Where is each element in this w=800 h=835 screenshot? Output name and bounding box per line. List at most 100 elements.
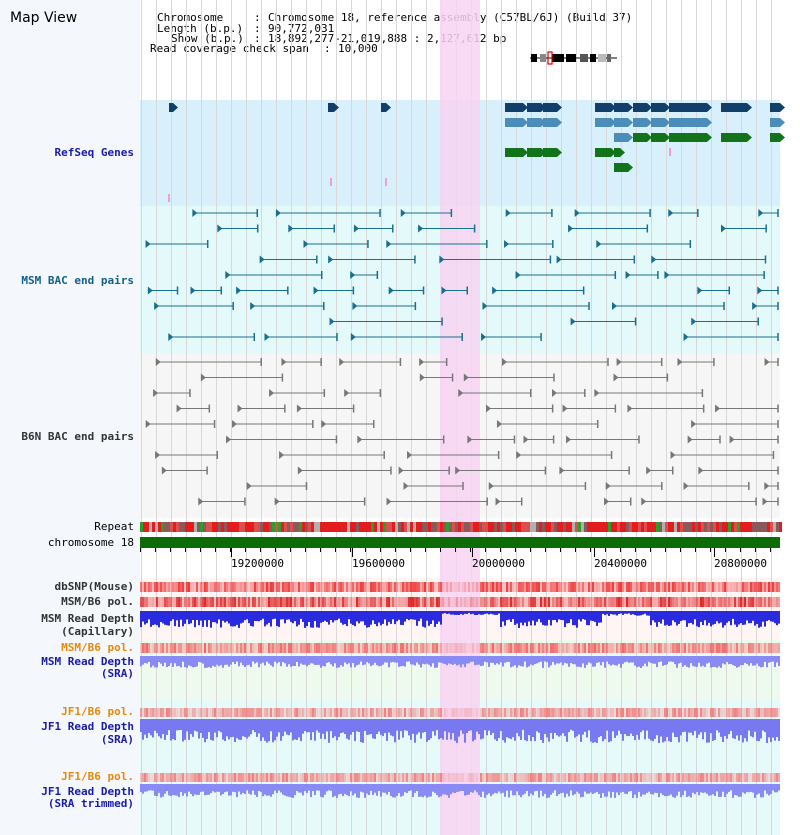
msm-capillary-depth bbox=[442, 611, 444, 614]
jf1-sra-depth bbox=[718, 719, 720, 733]
track-label-repeat[interactable]: Repeat bbox=[94, 520, 134, 533]
msm-b6-polymorphism bbox=[592, 597, 594, 607]
jf1-sra-depth bbox=[442, 719, 444, 740]
b6n-bac-pair-end bbox=[605, 482, 611, 490]
msm-b6-polymorphism-sra bbox=[762, 643, 764, 653]
jf1-b6-polymorphism bbox=[402, 708, 404, 717]
dbsnp-density bbox=[534, 582, 536, 592]
msm-b6-polymorphism bbox=[690, 597, 692, 607]
dbsnp-density bbox=[464, 582, 466, 592]
msm-sra-depth bbox=[372, 656, 374, 665]
dbsnp-density bbox=[612, 582, 614, 592]
jf1-b6-polymorphism bbox=[480, 708, 482, 717]
jf1-b6-polymorphism-2 bbox=[566, 773, 568, 782]
ideogram-band bbox=[580, 54, 588, 62]
msm-capillary-depth bbox=[546, 611, 548, 626]
refseq-gene bbox=[527, 118, 541, 127]
jf1-sra-depth bbox=[226, 719, 228, 737]
msm-capillary-depth bbox=[294, 611, 296, 622]
msm-capillary-depth bbox=[644, 611, 646, 614]
jf1-sra-trimmed-depth bbox=[166, 784, 168, 791]
jf1-sra-trimmed-depth bbox=[444, 784, 446, 795]
jf1-b6-polymorphism-2 bbox=[496, 773, 498, 782]
jf1-sra-depth bbox=[488, 719, 490, 731]
msm-capillary-depth bbox=[358, 611, 360, 624]
msm-b6-polymorphism-sra bbox=[592, 643, 594, 653]
msm-b6-polymorphism bbox=[360, 597, 362, 607]
track-label-msm-depth-capillary[interactable]: MSM Read Depth bbox=[41, 612, 134, 625]
msm-b6-polymorphism bbox=[288, 597, 290, 607]
repeat-element bbox=[395, 522, 398, 532]
track-label-b6n-bac[interactable]: B6N BAC end pairs bbox=[21, 430, 134, 443]
jf1-b6-polymorphism bbox=[150, 708, 152, 717]
jf1-sra-trimmed-depth bbox=[726, 784, 728, 794]
msm-sra-depth bbox=[340, 656, 342, 666]
track-label-msm-bac[interactable]: MSM BAC end pairs bbox=[21, 274, 134, 287]
msm-b6-polymorphism-sra bbox=[270, 643, 272, 653]
msm-sra-depth bbox=[592, 656, 594, 667]
jf1-sra-depth bbox=[604, 719, 606, 740]
jf1-sra-depth bbox=[358, 719, 360, 732]
msm-b6-polymorphism bbox=[294, 597, 296, 607]
jf1-b6-polymorphism-2 bbox=[684, 773, 686, 782]
track-label-dbsnp[interactable]: dbSNP(Mouse) bbox=[54, 580, 134, 593]
track-label-jf1-b6-pol[interactable]: JF1/B6 pol. bbox=[61, 705, 134, 718]
jf1-b6-polymorphism bbox=[292, 708, 294, 717]
jf1-sra-trimmed-depth bbox=[554, 784, 556, 791]
msm-sra-depth bbox=[254, 656, 256, 664]
msm-sra-depth bbox=[732, 656, 734, 666]
track-label-refseq-genes[interactable]: RefSeq Genes bbox=[54, 146, 134, 159]
repeat-element bbox=[707, 522, 710, 532]
jf1-sra-depth bbox=[606, 719, 608, 731]
msm-b6-polymorphism-sra bbox=[164, 643, 166, 653]
msm-b6-polymorphism-sra bbox=[618, 643, 620, 653]
track-label-jf1-b6-pol-2[interactable]: JF1/B6 pol. bbox=[61, 770, 134, 783]
msm-sra-depth bbox=[396, 656, 398, 663]
msm-b6-polymorphism bbox=[616, 597, 618, 607]
track-label-msm-b6-pol-2[interactable]: MSM/B6 pol. bbox=[61, 641, 134, 654]
track-label-msm-b6-pol[interactable]: MSM/B6 pol. bbox=[61, 595, 134, 608]
msm-b6-polymorphism bbox=[428, 597, 430, 607]
track-label-chromosome[interactable]: chromosome 18 bbox=[47, 536, 134, 549]
track-label-msm-depth-sra[interactable]: MSM Read Depth bbox=[41, 655, 134, 668]
msm-b6-polymorphism-sra bbox=[650, 643, 652, 653]
jf1-b6-polymorphism bbox=[486, 708, 488, 717]
jf1-b6-polymorphism-2 bbox=[210, 773, 212, 782]
repeat-element bbox=[167, 522, 170, 532]
msm-b6-polymorphism-sra bbox=[338, 643, 340, 653]
jf1-b6-polymorphism bbox=[236, 708, 238, 717]
track-label-jf1-depth[interactable]: JF1 Read Depth bbox=[41, 720, 134, 733]
jf1-b6-polymorphism bbox=[448, 708, 450, 717]
repeat-element bbox=[776, 522, 779, 532]
jf1-b6-polymorphism bbox=[566, 708, 568, 717]
dbsnp-density bbox=[152, 582, 154, 592]
msm-capillary-depth bbox=[202, 611, 204, 627]
msm-capillary-depth bbox=[302, 611, 304, 622]
repeat-element bbox=[191, 522, 194, 532]
msm-b6-polymorphism-sra bbox=[452, 643, 454, 653]
msm-sra-depth bbox=[180, 656, 182, 668]
msm-sra-depth bbox=[572, 656, 574, 665]
msm-sra-depth bbox=[712, 656, 714, 667]
msm-capillary-depth bbox=[396, 611, 398, 622]
jf1-sra-trimmed-depth bbox=[504, 784, 506, 797]
msm-capillary-depth bbox=[298, 611, 300, 625]
msm-sra-depth bbox=[550, 656, 552, 666]
jf1-sra-depth bbox=[612, 719, 614, 732]
repeat-element bbox=[626, 522, 629, 532]
msm-b6-polymorphism bbox=[308, 597, 310, 607]
msm-capillary-depth bbox=[662, 611, 664, 620]
msm-b6-polymorphism-sra bbox=[140, 643, 142, 653]
msm-b6-polymorphism bbox=[734, 597, 736, 607]
ideogram-band bbox=[540, 54, 546, 62]
jf1-b6-polymorphism-2 bbox=[322, 773, 324, 782]
jf1-b6-polymorphism-2 bbox=[470, 773, 472, 782]
msm-capillary-depth bbox=[318, 611, 320, 628]
b6n-bac-pair-end bbox=[246, 482, 252, 490]
dbsnp-density bbox=[186, 582, 188, 592]
track-label-jf1-trim[interactable]: JF1 Read Depth bbox=[41, 785, 134, 798]
jf1-sra-trimmed-depth bbox=[384, 784, 386, 793]
jf1-b6-polymorphism bbox=[758, 708, 760, 717]
jf1-b6-polymorphism bbox=[286, 708, 288, 717]
